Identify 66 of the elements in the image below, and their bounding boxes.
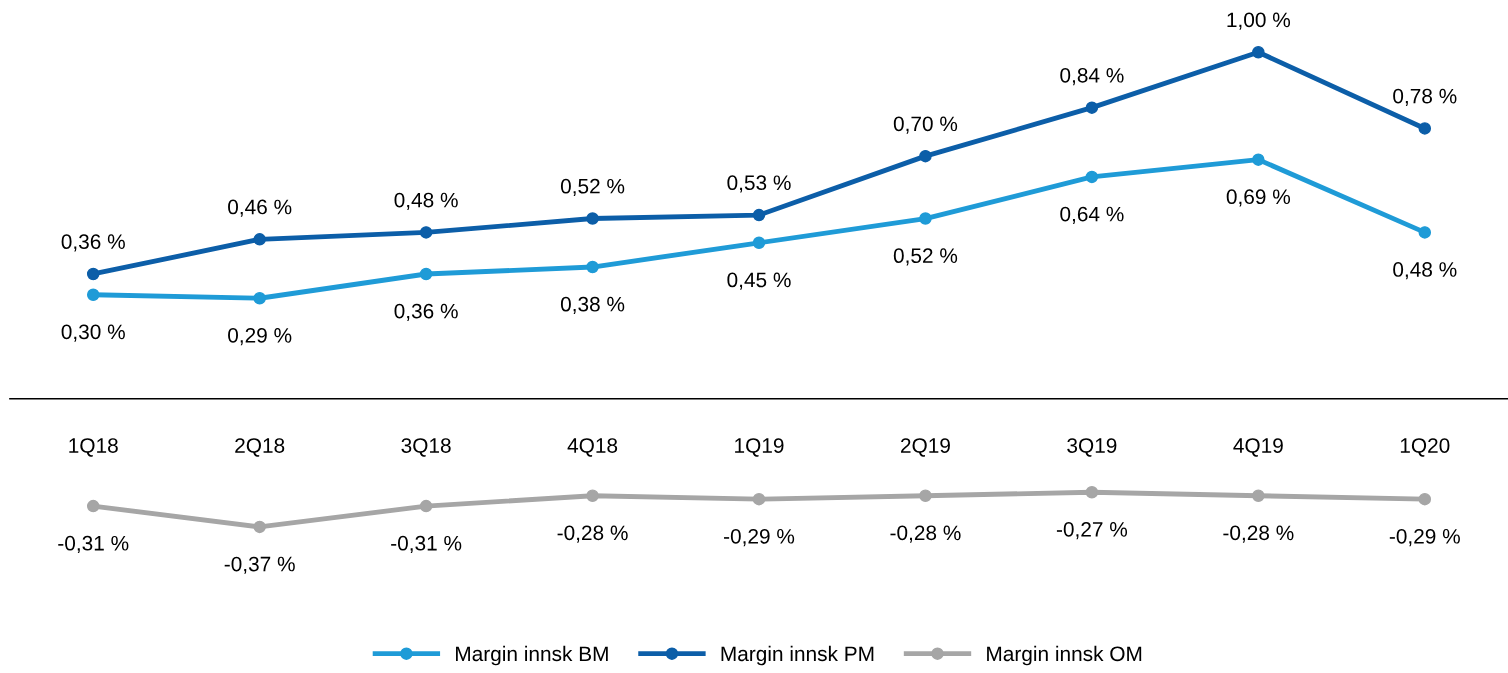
point: [419, 226, 433, 239]
point: [253, 233, 266, 246]
data-label: 0,53 %: [727, 175, 791, 193]
point: [86, 267, 100, 281]
point: [86, 499, 100, 513]
point: [1252, 489, 1265, 502]
data-label: 0,30 %: [61, 324, 125, 342]
data-label: 0,45 %: [727, 272, 791, 290]
point: [919, 149, 932, 163]
point: [586, 489, 599, 502]
point: [752, 492, 766, 506]
point: [419, 267, 433, 281]
data-label: -0,31 %: [58, 535, 129, 554]
x-tick-label: 1Q18: [69, 438, 118, 457]
x-tick-label: 4Q18: [567, 438, 618, 457]
data-label: 0,29 %: [228, 327, 292, 346]
x-tick-label: 2Q18: [235, 438, 285, 457]
data-label: 0,84 %: [1060, 67, 1124, 86]
point: [1085, 101, 1099, 114]
data-label: 0,46 %: [228, 199, 292, 217]
point: [919, 212, 932, 225]
data-label: 0,48 %: [1393, 262, 1457, 280]
point: [86, 288, 100, 302]
point: [253, 520, 266, 534]
data-label: -0,37 %: [224, 556, 295, 574]
data-label: 0,36 %: [61, 234, 125, 252]
data-label: 1,00 %: [1227, 12, 1291, 30]
point: [586, 260, 599, 274]
data-label: -0,31 %: [391, 535, 462, 554]
data-label: -0,29 %: [1389, 528, 1460, 547]
data-label: -0,28 %: [557, 525, 628, 543]
point: [586, 212, 599, 225]
point: [1252, 45, 1265, 59]
x-tick-label: 1Q20: [1400, 438, 1450, 457]
data-label: 0,69 %: [1226, 189, 1291, 207]
point: [919, 489, 932, 502]
data-label: 0,70 %: [893, 116, 958, 134]
data-label: 0,36 %: [394, 303, 458, 321]
data-label: 0,48 %: [394, 192, 458, 210]
point: [1085, 486, 1099, 499]
data-label: 0,52 %: [560, 178, 625, 197]
point: [1418, 492, 1432, 506]
data-label: 0,64 %: [1060, 206, 1124, 224]
point: [752, 236, 766, 250]
data-label: 0,38 %: [560, 296, 625, 314]
x-tick-label: 4Q19: [1233, 438, 1283, 457]
point: [1418, 226, 1432, 239]
x-tick-label: 3Q19: [1067, 438, 1117, 457]
legend-label: Margin innsk PM: [721, 645, 874, 666]
x-tick-label: 1Q19: [735, 438, 784, 457]
x-tick-label: 3Q18: [401, 438, 451, 457]
point: [253, 291, 266, 305]
legend-label: Margin innsk BM: [456, 645, 608, 666]
point: [1085, 170, 1099, 184]
point: [1252, 153, 1265, 166]
data-label: -0,29 %: [724, 528, 795, 547]
point: [419, 499, 433, 513]
data-label: -0,28 %: [890, 525, 961, 543]
data-label: 0,78 %: [1393, 88, 1457, 106]
point: [1418, 122, 1432, 135]
x-tick-label: 2Q19: [901, 438, 950, 457]
point: [752, 208, 766, 222]
data-label: -0,27 %: [1056, 521, 1128, 540]
data-label: -0,28 %: [1223, 525, 1294, 543]
data-label: 0,52 %: [893, 248, 958, 266]
legend-label: Margin innsk OM: [987, 645, 1142, 666]
